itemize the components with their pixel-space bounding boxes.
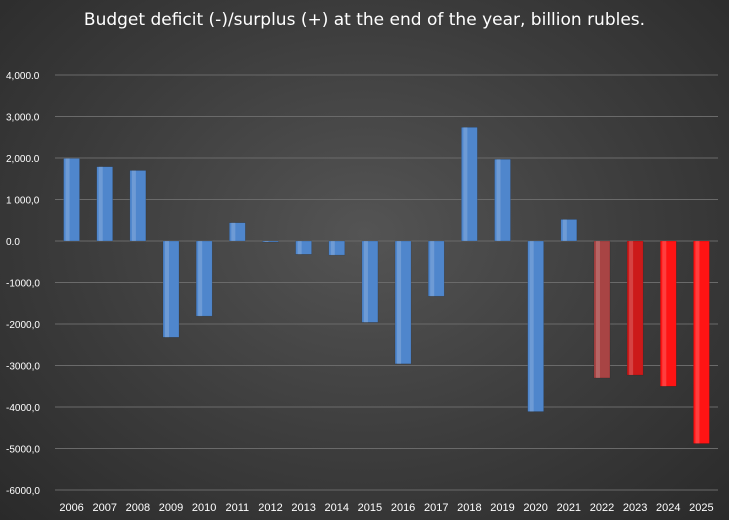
y-tick-label: 4,000.0 bbox=[6, 71, 40, 82]
bar-2015 bbox=[361, 240, 379, 323]
bar-highlight bbox=[496, 159, 501, 241]
x-tick-label: 2022 bbox=[590, 502, 614, 514]
bar-2021 bbox=[560, 219, 578, 242]
bar-highlight bbox=[695, 241, 700, 444]
bar-2014 bbox=[328, 240, 346, 256]
bar-2006 bbox=[63, 158, 80, 242]
chart-title: Budget deficit (-)/surplus (+) at the en… bbox=[83, 10, 646, 30]
x-tick-label: 2014 bbox=[325, 502, 349, 514]
bar-highlight bbox=[595, 241, 600, 378]
x-tick-label: 2020 bbox=[523, 502, 547, 514]
x-tick-label: 2019 bbox=[490, 502, 514, 514]
y-tick-label: -6000,0 bbox=[6, 486, 40, 497]
bar-highlight bbox=[98, 166, 103, 241]
y-tick-label: -2000,0 bbox=[6, 320, 40, 331]
x-tick-label: 2017 bbox=[424, 502, 448, 514]
bar-2016 bbox=[394, 240, 412, 365]
bar-highlight bbox=[65, 158, 70, 241]
bar-2019 bbox=[494, 158, 511, 242]
x-tick-label: 2018 bbox=[457, 502, 481, 514]
bar-2011 bbox=[229, 222, 246, 242]
bar-highlight bbox=[297, 241, 302, 255]
gridlines bbox=[55, 74, 718, 491]
x-tick-label: 2024 bbox=[656, 502, 680, 514]
bar-2009 bbox=[162, 240, 180, 338]
x-tick-label: 2011 bbox=[225, 502, 249, 514]
x-tick-label: 2013 bbox=[291, 502, 315, 514]
bar-2020 bbox=[527, 240, 544, 412]
bar-2018 bbox=[461, 127, 478, 242]
bar-highlight bbox=[330, 241, 335, 256]
y-axis-ticks: 4,000.0 3,000.0 2,000.0 1 000,0 0.0 -1000,0 -2… bbox=[6, 71, 40, 497]
bar-highlight bbox=[397, 241, 402, 364]
x-tick-label: 2012 bbox=[258, 502, 282, 514]
y-tick-label: -1000,0 bbox=[6, 279, 40, 290]
bar-highlight bbox=[231, 222, 236, 241]
x-tick-label: 2009 bbox=[159, 502, 183, 514]
x-tick-label: 2025 bbox=[689, 502, 713, 514]
bar-highlight bbox=[662, 241, 667, 387]
y-tick-label: 3,000.0 bbox=[6, 113, 40, 124]
bar-highlight bbox=[629, 241, 634, 376]
y-tick-label: -3000,0 bbox=[6, 362, 40, 373]
bar-2017 bbox=[427, 240, 445, 297]
x-tick-label: 2021 bbox=[557, 502, 581, 514]
y-tick-label: -5000,0 bbox=[6, 445, 40, 456]
bar-2010 bbox=[195, 240, 213, 317]
y-tick-label: 0.0 bbox=[6, 237, 20, 248]
bar-highlight bbox=[198, 241, 203, 317]
x-tick-label: 2016 bbox=[391, 502, 415, 514]
bar-highlight bbox=[463, 127, 468, 241]
x-tick-label: 2007 bbox=[92, 502, 116, 514]
bar-2012 bbox=[262, 240, 279, 243]
bar-2024 bbox=[660, 240, 677, 387]
x-tick-label: 2015 bbox=[358, 502, 382, 514]
bar-highlight bbox=[363, 241, 368, 323]
bar-highlight bbox=[264, 241, 269, 242]
x-tick-label: 2008 bbox=[126, 502, 150, 514]
bar-2008 bbox=[129, 170, 147, 242]
bar-2007 bbox=[96, 166, 113, 242]
x-axis-ticks: 2006 2007 2008 2009 2010 2011 2012 2013 2014 2015… bbox=[59, 502, 713, 514]
y-tick-label: -4000,0 bbox=[6, 403, 40, 414]
bar-highlight bbox=[131, 170, 136, 241]
bars bbox=[63, 127, 710, 444]
y-tick-label: 1 000,0 bbox=[6, 196, 40, 207]
y-tick-label: 2,000.0 bbox=[6, 154, 40, 165]
bar-2025 bbox=[693, 240, 710, 444]
x-tick-label: 2010 bbox=[192, 502, 216, 514]
x-tick-label: 2006 bbox=[59, 502, 83, 514]
bar-highlight bbox=[562, 219, 567, 241]
bar-highlight bbox=[165, 241, 170, 338]
bar-2023 bbox=[626, 240, 644, 376]
bar-highlight bbox=[430, 241, 435, 297]
bar-2022 bbox=[593, 240, 611, 379]
bar-highlight bbox=[529, 241, 534, 412]
x-tick-label: 2023 bbox=[623, 502, 647, 514]
bar-2013 bbox=[295, 240, 312, 255]
